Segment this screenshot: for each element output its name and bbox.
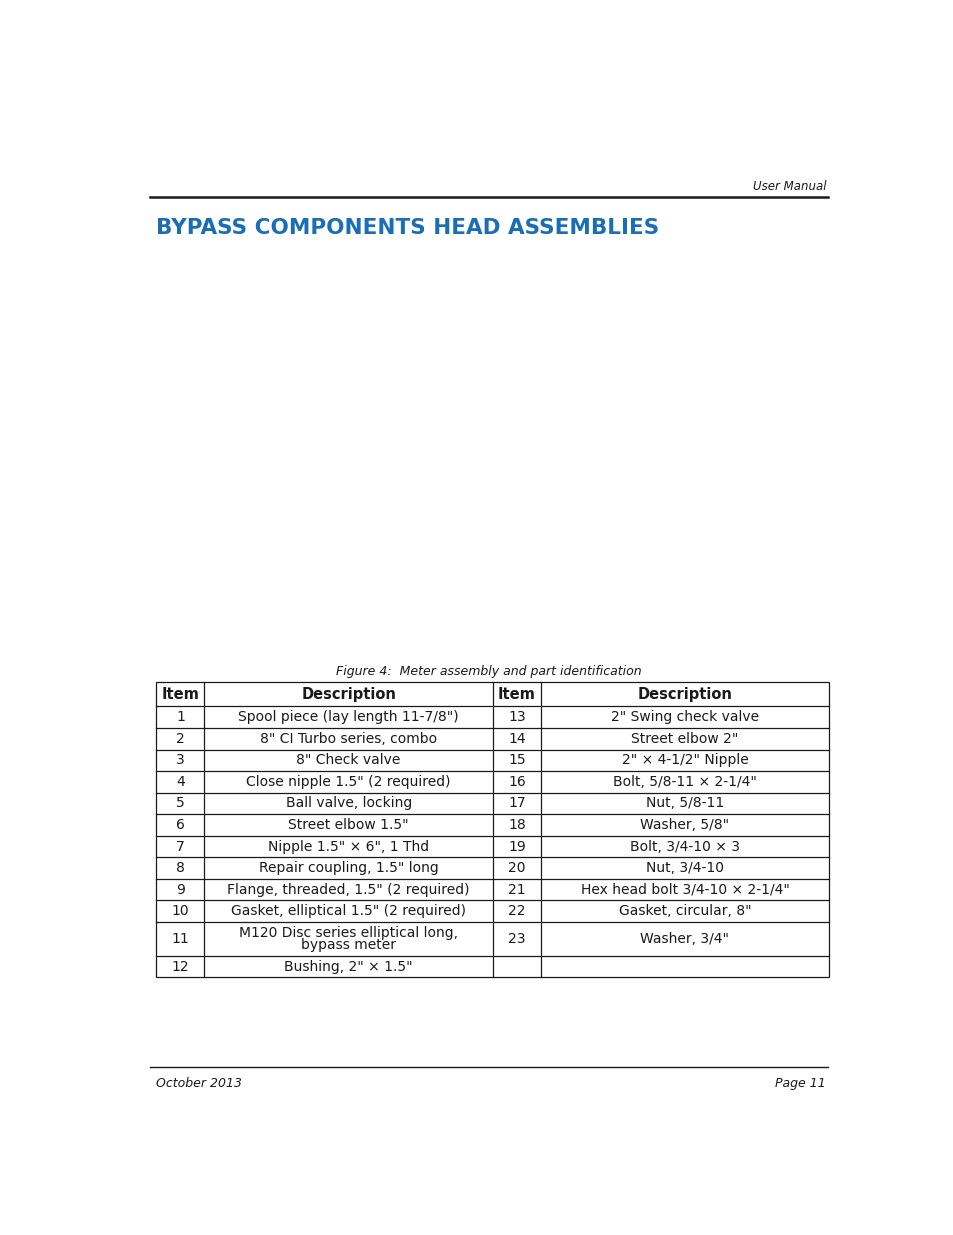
Text: 15: 15 xyxy=(508,753,525,767)
Text: Ball valve, locking: Ball valve, locking xyxy=(285,797,412,810)
Text: M120 Disc series elliptical long,: M120 Disc series elliptical long, xyxy=(239,926,457,940)
Text: 2" Swing check valve: 2" Swing check valve xyxy=(610,710,759,724)
Text: 17: 17 xyxy=(508,797,525,810)
Text: 1: 1 xyxy=(176,710,185,724)
Text: Spool piece (lay length 11-7/8"): Spool piece (lay length 11-7/8") xyxy=(238,710,458,724)
Text: 12: 12 xyxy=(172,960,189,973)
Text: 11: 11 xyxy=(172,932,189,946)
Text: 13: 13 xyxy=(508,710,525,724)
Text: Figure 4:  Meter assembly and part identification: Figure 4: Meter assembly and part identi… xyxy=(335,666,641,678)
Text: Bolt, 5/8-11 × 2-1/4": Bolt, 5/8-11 × 2-1/4" xyxy=(613,774,756,789)
Text: 4: 4 xyxy=(176,774,185,789)
Text: Street elbow 2": Street elbow 2" xyxy=(631,732,738,746)
Text: 7: 7 xyxy=(176,840,185,853)
Text: 18: 18 xyxy=(507,818,525,832)
Text: User Manual: User Manual xyxy=(752,180,825,193)
Text: Washer, 5/8": Washer, 5/8" xyxy=(639,818,729,832)
Text: 8" CI Turbo series, combo: 8" CI Turbo series, combo xyxy=(260,732,436,746)
Text: October 2013: October 2013 xyxy=(155,1077,241,1091)
Text: BYPASS COMPONENTS HEAD ASSEMBLIES: BYPASS COMPONENTS HEAD ASSEMBLIES xyxy=(155,217,659,237)
Text: 19: 19 xyxy=(507,840,525,853)
Text: 23: 23 xyxy=(508,932,525,946)
Text: 2" × 4-1/2" Nipple: 2" × 4-1/2" Nipple xyxy=(621,753,747,767)
Text: 16: 16 xyxy=(507,774,525,789)
Text: Item: Item xyxy=(161,687,199,701)
Text: Item: Item xyxy=(497,687,536,701)
Text: Description: Description xyxy=(301,687,395,701)
Text: 3: 3 xyxy=(176,753,185,767)
Text: Page 11: Page 11 xyxy=(775,1077,825,1091)
Text: Washer, 3/4": Washer, 3/4" xyxy=(639,932,729,946)
Text: 5: 5 xyxy=(176,797,185,810)
Text: Gasket, circular, 8": Gasket, circular, 8" xyxy=(618,904,751,919)
Text: 8" Check valve: 8" Check valve xyxy=(296,753,400,767)
Text: Bolt, 3/4-10 × 3: Bolt, 3/4-10 × 3 xyxy=(629,840,740,853)
Text: 8: 8 xyxy=(176,861,185,876)
Text: Hex head bolt 3/4-10 × 2-1/4": Hex head bolt 3/4-10 × 2-1/4" xyxy=(580,883,789,897)
Text: 6: 6 xyxy=(176,818,185,832)
Text: 2: 2 xyxy=(176,732,185,746)
Text: 10: 10 xyxy=(172,904,189,919)
Text: Nut, 3/4-10: Nut, 3/4-10 xyxy=(645,861,723,876)
Text: Street elbow 1.5": Street elbow 1.5" xyxy=(288,818,409,832)
Text: Nipple 1.5" × 6", 1 Thd: Nipple 1.5" × 6", 1 Thd xyxy=(268,840,429,853)
Text: bypass meter: bypass meter xyxy=(301,939,395,952)
Text: Nut, 5/8-11: Nut, 5/8-11 xyxy=(645,797,723,810)
Text: Repair coupling, 1.5" long: Repair coupling, 1.5" long xyxy=(258,861,438,876)
Text: Close nipple 1.5" (2 required): Close nipple 1.5" (2 required) xyxy=(246,774,451,789)
Text: Bushing, 2" × 1.5": Bushing, 2" × 1.5" xyxy=(284,960,413,973)
Text: 9: 9 xyxy=(176,883,185,897)
Text: 20: 20 xyxy=(508,861,525,876)
Text: Description: Description xyxy=(637,687,732,701)
Text: 21: 21 xyxy=(508,883,525,897)
Text: Flange, threaded, 1.5" (2 required): Flange, threaded, 1.5" (2 required) xyxy=(227,883,470,897)
Text: 14: 14 xyxy=(508,732,525,746)
Text: Gasket, elliptical 1.5" (2 required): Gasket, elliptical 1.5" (2 required) xyxy=(231,904,466,919)
Bar xyxy=(156,682,828,977)
Text: 22: 22 xyxy=(508,904,525,919)
